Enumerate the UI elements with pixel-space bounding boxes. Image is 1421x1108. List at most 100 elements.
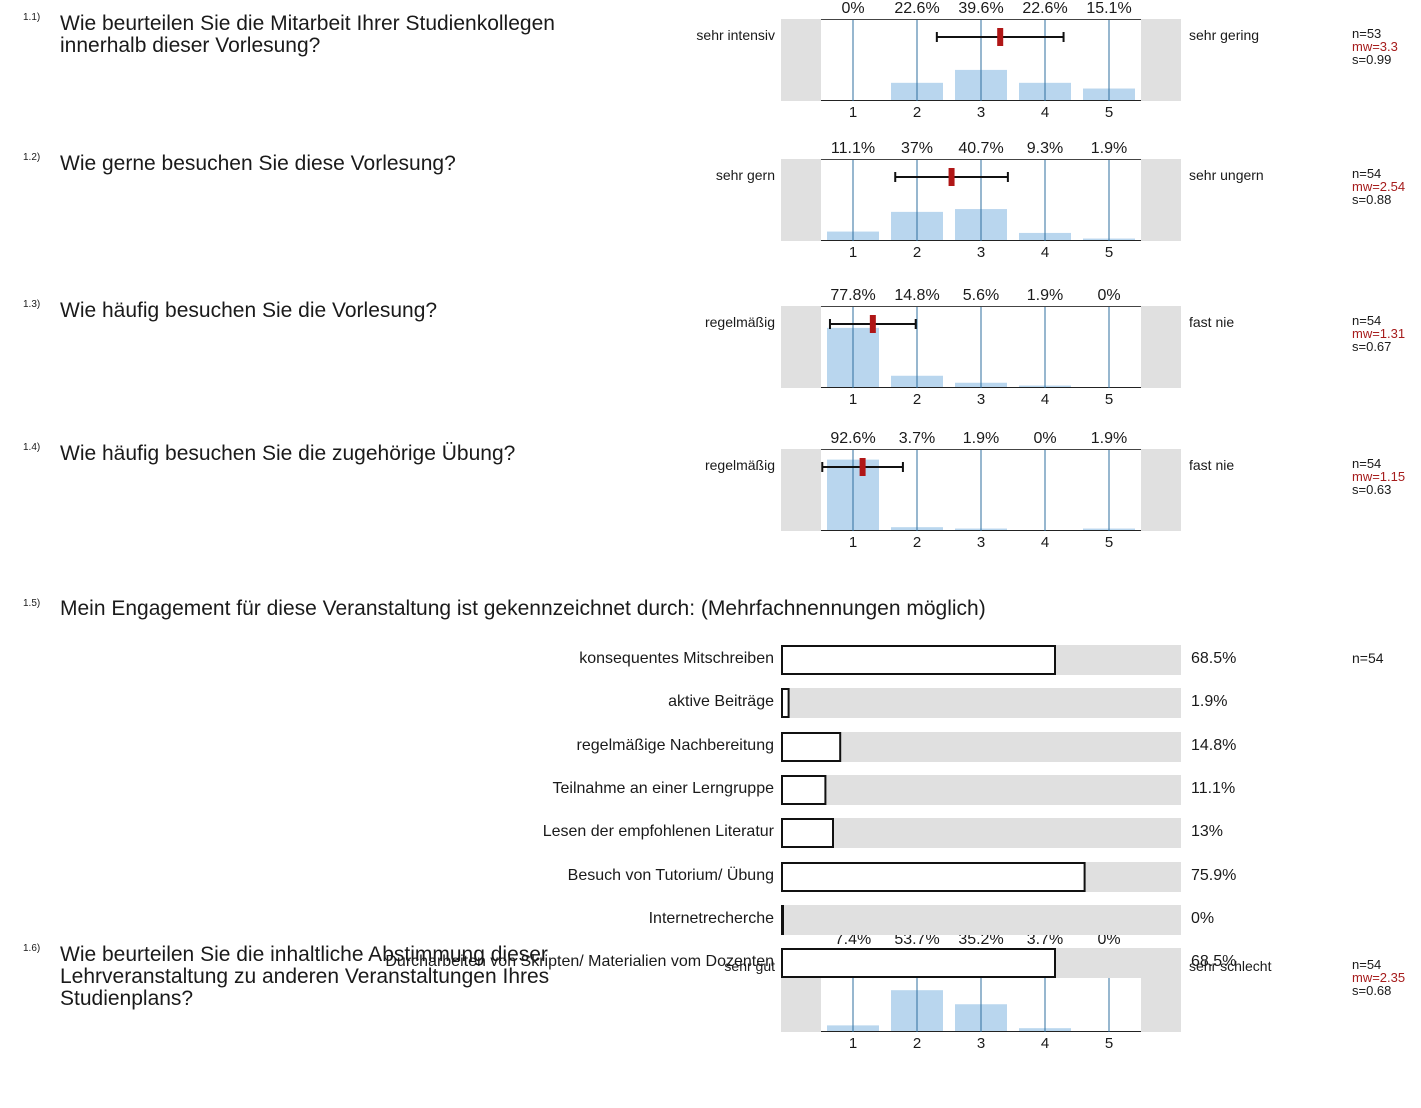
panel-right-gray [1141, 19, 1181, 101]
tick-label: 3 [976, 534, 986, 551]
stat-mean: mw=1.15 [1352, 469, 1406, 484]
tick-label: 3 [976, 244, 986, 261]
percent-label: 11.1% [830, 140, 876, 157]
option-label: Durcharbeiten von Skripten/ Materialien … [385, 953, 774, 971]
percent-label: 5.6% [962, 287, 1000, 304]
stat-mean: mw=2.54 [1352, 179, 1406, 194]
percent-label: 3.7% [1026, 931, 1064, 948]
mean-marker [859, 458, 866, 476]
stats-box: n=53 mw=3.3 s=0.99 [1352, 27, 1398, 66]
likert-chart [781, 19, 1181, 101]
option-bar-track [781, 731, 1181, 762]
option-bar [781, 818, 834, 849]
stat-mean: mw=2.35 [1352, 970, 1406, 985]
question-text: Wie beurteilen Sie die inhaltliche Absti… [60, 943, 550, 1010]
option-label: Lesen der empfohlenen Literatur [542, 823, 774, 841]
percent-label: 3.7% [898, 430, 936, 447]
stat-sd: s=0.99 [1352, 52, 1392, 67]
percent-label: 0% [841, 0, 865, 17]
percent-label: 1.9% [962, 430, 1000, 447]
option-percent: 11.1% [1191, 779, 1236, 797]
scale-left-label: sehr gut [724, 958, 775, 974]
stat-n: n=54 [1352, 313, 1382, 328]
percent-label: 1.9% [1090, 430, 1128, 447]
option-bar-track [781, 688, 1181, 719]
stat-sd: s=0.88 [1352, 192, 1392, 207]
option-percent: 0% [1191, 909, 1215, 927]
question-text: Wie gerne besuchen Sie diese Vorlesung? [60, 152, 456, 175]
percent-label: 1.9% [1090, 140, 1128, 157]
option-bar-chart [781, 688, 1181, 719]
stats-box: n=54 mw=2.35 s=0.68 [1352, 958, 1405, 997]
option-label: Teilnahme an einer Lerngruppe [552, 779, 774, 797]
option-percent: 1.9% [1191, 693, 1228, 711]
panel-left-gray [781, 159, 821, 241]
mean-marker [997, 28, 1004, 46]
scale-left-label: sehr gern [715, 167, 775, 183]
percent-label: 35.2% [958, 931, 1004, 948]
percent-label: 7.4% [834, 931, 872, 948]
stat-sd: s=0.67 [1352, 339, 1392, 354]
tick-label: 3 [976, 391, 986, 408]
mean-marker [948, 168, 955, 186]
percent-label: 92.6% [830, 430, 876, 447]
tick-label: 2 [912, 534, 922, 551]
option-bar-chart [781, 645, 1181, 675]
question-number: 1.2) [23, 152, 41, 163]
option-percent: 68.5% [1191, 953, 1237, 971]
question-text: Wie häufig besuchen Sie die Vorlesung? [60, 299, 438, 322]
question-number: 1.1) [23, 12, 41, 23]
scale-right-label: sehr schlecht [1189, 958, 1272, 974]
option-bar-chart [781, 818, 1181, 849]
percent-label: 1.9% [1026, 287, 1064, 304]
stat-n: n=54 [1352, 957, 1382, 972]
tick-label: 1 [848, 391, 858, 408]
question-number: 1.4) [23, 442, 41, 453]
panel-left-gray [781, 449, 821, 531]
option-bar [781, 861, 1086, 892]
stats-box: n=54 mw=1.15 s=0.63 [1352, 457, 1405, 496]
option-bar-chart [781, 774, 1181, 805]
option-percent: 68.5% [1191, 650, 1237, 667]
percent-label: 14.8% [894, 287, 940, 304]
question-text: Wie beurteilen Sie die Mitarbeit Ihrer S… [60, 12, 555, 57]
stat-mean: mw=3.3 [1352, 39, 1398, 54]
option-bar-chart [781, 948, 1181, 979]
tick-label: 5 [1104, 1035, 1114, 1052]
option-percent: 14.8% [1191, 736, 1237, 754]
scale-right-label: fast nie [1189, 457, 1235, 473]
stats-box: n=54 mw=1.31 s=0.67 [1352, 314, 1405, 353]
percent-label: 0% [1097, 931, 1121, 948]
scale-right-label: sehr ungern [1189, 167, 1264, 183]
option-bar [781, 774, 827, 805]
tick-label: 1 [848, 534, 858, 551]
option-bar [781, 948, 1056, 979]
likert-chart [781, 449, 1181, 531]
tick-label: 2 [912, 104, 922, 121]
stats-box: n=54 mw=2.54 s=0.88 [1352, 167, 1405, 206]
tick-label: 3 [976, 104, 986, 121]
panel-right-gray [1141, 159, 1181, 241]
tick-label: 2 [912, 391, 922, 408]
stat-n: n=54 [1352, 650, 1384, 666]
tick-label: 1 [848, 104, 858, 121]
option-label: konsequentes Mitschreiben [579, 650, 774, 667]
question-text: Mein Engagement für diese Veranstaltung … [60, 597, 986, 620]
percent-label: 15.1% [1086, 0, 1132, 17]
option-bar-chart [781, 731, 1181, 762]
percent-label: 77.8% [830, 287, 876, 304]
tick-label: 1 [848, 244, 858, 261]
percent-label: 39.6% [958, 0, 1004, 17]
option-bar [781, 731, 842, 762]
tick-label: 1 [848, 1035, 858, 1052]
panel-left-gray [781, 306, 821, 388]
scale-right-label: fast nie [1189, 314, 1235, 330]
tick-label: 4 [1040, 104, 1050, 121]
option-bar [781, 645, 1056, 675]
question-number: 1.6) [23, 943, 41, 954]
question-number: 1.5) [23, 598, 41, 609]
stat-sd: s=0.63 [1352, 482, 1392, 497]
option-bar [781, 688, 790, 719]
mean-marker [869, 315, 876, 333]
percent-label: 9.3% [1026, 140, 1064, 157]
